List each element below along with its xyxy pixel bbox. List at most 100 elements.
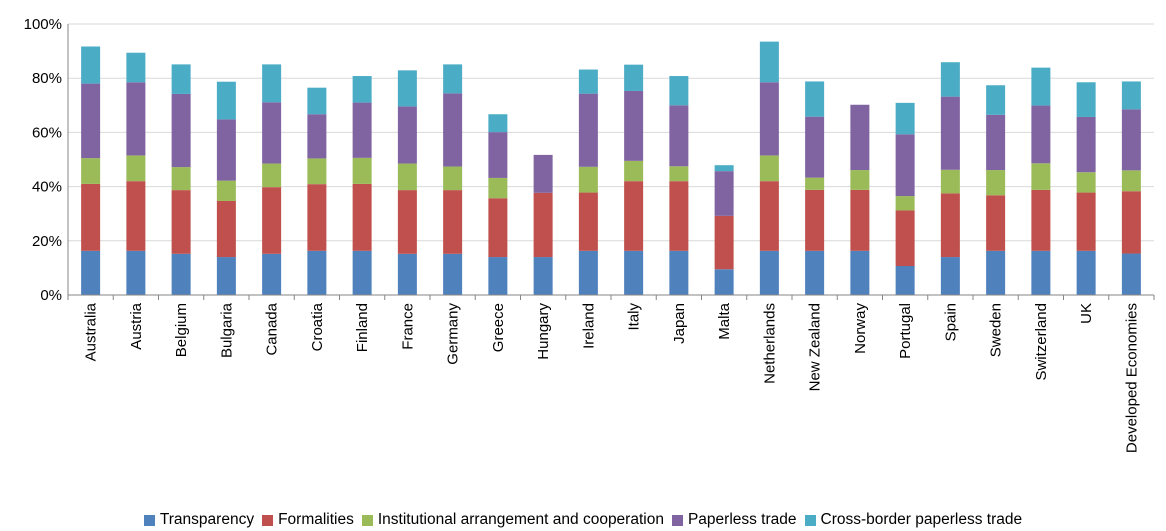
bar-segment <box>1121 81 1141 110</box>
bar-segment <box>81 183 101 251</box>
bar-segment <box>352 183 372 251</box>
bar-segment <box>578 192 598 251</box>
bar-segment <box>1121 191 1141 254</box>
bar-segment <box>1076 172 1096 193</box>
bar-segment <box>714 165 734 172</box>
x-tick-label: Italy <box>626 303 643 331</box>
bar-segment <box>443 253 463 295</box>
bar-segment <box>1031 250 1051 295</box>
x-tick-label: Croatia <box>309 302 326 351</box>
bar-segment <box>397 163 417 191</box>
bar-segment <box>533 257 553 295</box>
bar-segment <box>669 76 689 106</box>
legend-item: Cross-border paperless trade <box>804 511 1023 529</box>
bar-segment <box>759 155 779 182</box>
x-tick-label: Sweden <box>988 303 1005 357</box>
x-tick-label: Germany <box>445 303 462 365</box>
bar-segment <box>533 192 553 258</box>
bar-segment <box>81 250 101 295</box>
bar-segment <box>488 132 508 178</box>
stacked-bar-chart: 0% 20% 40% 60% 80% 100% Australia Austria Belgi… <box>24 16 1155 453</box>
bar-segment <box>624 90 644 161</box>
bar-segment <box>940 193 960 258</box>
gridlines <box>68 23 1154 242</box>
bar-segment <box>262 187 282 254</box>
y-tick-label: 40% <box>32 179 62 196</box>
bar-segment <box>986 85 1006 115</box>
y-tick-label: 20% <box>32 233 62 250</box>
bar-segment <box>307 87 327 115</box>
legend-label: Paperless trade <box>687 511 797 528</box>
bar-segment <box>1031 105 1051 164</box>
x-tick-label: Japan <box>671 303 688 344</box>
bar-segment <box>81 83 101 159</box>
x-tick-label: Bulgaria <box>218 302 235 358</box>
bar-segment <box>578 250 598 295</box>
x-tick-label: Switzerland <box>1033 303 1050 381</box>
legend-label: Transparency <box>159 511 255 528</box>
legend-swatch <box>804 514 816 526</box>
bar-segment <box>986 195 1006 251</box>
bar-segment <box>443 166 463 191</box>
bar-segment <box>986 114 1006 171</box>
bar-segment <box>533 154 553 193</box>
bar-segment <box>307 184 327 251</box>
bar-segment <box>895 196 915 211</box>
bar-segment <box>443 64 463 94</box>
bar-segment <box>1076 192 1096 251</box>
bar-segment <box>1076 116 1096 173</box>
bar-segment <box>126 82 146 156</box>
bar-segment <box>126 155 146 182</box>
bar-segment <box>850 104 870 171</box>
x-tick-label: New Zealand <box>807 303 824 391</box>
x-tick-labels: Australia Austria Belgium Bulgaria Canada Cro… <box>83 302 1141 453</box>
y-tick-label: 0% <box>40 287 62 304</box>
legend: Transparency Formalities Institutional arr… <box>0 509 1166 531</box>
bar-segment <box>488 257 508 295</box>
bar-segment <box>940 257 960 295</box>
legend-item: Institutional arrangement and cooperatio… <box>361 511 664 529</box>
bar-segment <box>895 210 915 267</box>
x-tick-label: Malta <box>716 302 733 339</box>
bar-segment <box>895 266 915 295</box>
bar-segment <box>81 158 101 184</box>
x-tick-label: Developed Economies <box>1123 303 1140 453</box>
bar-segment <box>126 52 146 83</box>
x-tick-label: France <box>399 303 416 350</box>
bar-segment <box>624 64 644 91</box>
bar-segment <box>759 181 779 251</box>
bar-segment <box>850 250 870 295</box>
bar-segment <box>624 250 644 295</box>
bar-segment <box>488 177 508 199</box>
x-tick-label: Australia <box>83 302 100 361</box>
legend-swatch <box>143 514 155 526</box>
bar-segment <box>1121 170 1141 192</box>
bar-segment <box>805 177 825 190</box>
bar-segment <box>262 64 282 103</box>
bar-segment <box>805 81 825 117</box>
bar-segment <box>624 160 644 182</box>
bar-segment <box>262 253 282 295</box>
bar-segment <box>669 250 689 295</box>
axes <box>67 24 1155 300</box>
legend-label: Cross-border paperless trade <box>820 511 1023 528</box>
bar-segment <box>397 70 417 107</box>
bar-segment <box>352 157 372 184</box>
x-tick-label: Portugal <box>897 303 914 359</box>
x-tick-label: Hungary <box>535 303 552 360</box>
bar-segment <box>443 190 463 254</box>
bar-segment <box>397 190 417 254</box>
legend-item: Formalities <box>262 511 354 529</box>
bar-segment <box>216 200 236 258</box>
bar-segment <box>171 253 191 295</box>
bar-segment <box>216 257 236 295</box>
bar-segment <box>397 106 417 164</box>
bar-segment <box>759 250 779 295</box>
bar-segment <box>1076 250 1096 295</box>
bar-segment <box>805 250 825 295</box>
bar-segment <box>171 93 191 168</box>
bar-segment <box>578 166 598 193</box>
bar-segment <box>714 215 734 270</box>
bar-segment <box>307 114 327 159</box>
legend-item: Transparency <box>143 511 255 529</box>
